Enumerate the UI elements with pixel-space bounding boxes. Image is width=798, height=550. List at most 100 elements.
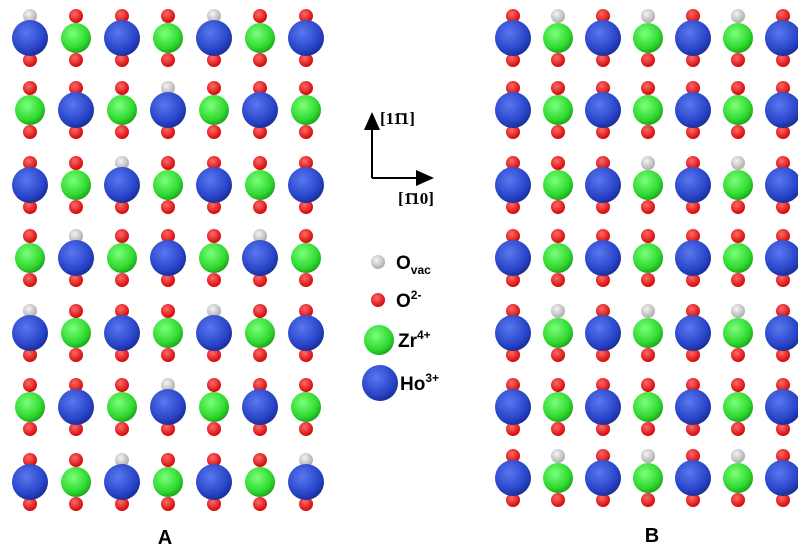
oxygen xyxy=(69,348,83,362)
oxygen xyxy=(731,125,745,139)
oxygen xyxy=(207,125,221,139)
vacancy xyxy=(551,9,565,23)
oxygen xyxy=(299,422,313,436)
oxygen xyxy=(207,229,221,243)
zr-atom xyxy=(723,463,753,493)
ho-atom xyxy=(675,20,711,56)
ho-atom xyxy=(495,389,531,425)
oxygen xyxy=(23,378,37,392)
oxygen xyxy=(207,422,221,436)
oxygen xyxy=(115,378,129,392)
oxygen xyxy=(23,229,37,243)
zr-atom xyxy=(723,23,753,53)
ho-atom xyxy=(495,167,531,203)
ho-atom xyxy=(104,464,140,500)
zr-atom xyxy=(61,467,91,497)
zr-atom xyxy=(633,392,663,422)
oxygen xyxy=(731,378,745,392)
oxygen xyxy=(161,304,175,318)
oxygen xyxy=(641,422,655,436)
zr-atom xyxy=(633,95,663,125)
oxygen xyxy=(731,493,745,507)
zr-atom xyxy=(723,392,753,422)
direction-axes: [11̄1] [1̄10] xyxy=(372,109,434,208)
zr-atom xyxy=(245,170,275,200)
zr-atom xyxy=(633,463,663,493)
ho-atom xyxy=(104,167,140,203)
ho-atom xyxy=(765,240,798,276)
oxygen xyxy=(641,81,655,95)
oxygen xyxy=(731,229,745,243)
symbol: Zr xyxy=(398,331,418,352)
legend-oxygen xyxy=(371,293,385,307)
right-direction: [1̄10] xyxy=(398,189,434,208)
oxygen xyxy=(161,497,175,511)
zr-atom xyxy=(543,95,573,125)
zr-atom xyxy=(291,392,321,422)
zr-atom xyxy=(61,318,91,348)
legend-vacancy xyxy=(371,255,385,269)
ho-atom xyxy=(12,464,48,500)
ho-atom xyxy=(242,92,278,128)
ho-atom xyxy=(196,20,232,56)
ho-atom xyxy=(765,167,798,203)
zr-atom xyxy=(633,318,663,348)
zr-atom xyxy=(723,95,753,125)
vacancy xyxy=(731,304,745,318)
oxygen xyxy=(641,53,655,67)
legend-label: Zr4+ xyxy=(398,328,431,352)
oxygen xyxy=(731,422,745,436)
ho-atom xyxy=(12,167,48,203)
figure: [11̄1] [1̄10] Ovac O2- Zr4+ Ho3+ A B xyxy=(0,0,798,550)
oxygen xyxy=(299,81,313,95)
ho-atom xyxy=(675,167,711,203)
ho-atom xyxy=(585,20,621,56)
oxygen xyxy=(23,81,37,95)
zr-atom xyxy=(543,463,573,493)
ho-atom xyxy=(58,389,94,425)
oxygen xyxy=(253,348,267,362)
zr-atom xyxy=(543,392,573,422)
panel-label: B xyxy=(645,525,659,547)
oxygen xyxy=(253,53,267,67)
ho-atom xyxy=(58,240,94,276)
oxygen xyxy=(551,200,565,214)
oxygen xyxy=(115,81,129,95)
oxygen xyxy=(207,273,221,287)
oxygen xyxy=(23,422,37,436)
oxygen xyxy=(161,156,175,170)
symbol: Ho xyxy=(400,374,425,395)
ho-atom xyxy=(585,460,621,496)
ho-atom xyxy=(765,315,798,351)
ho-atom xyxy=(150,240,186,276)
legend: Ovac O2- Zr4+ Ho3+ xyxy=(362,253,439,401)
oxygen xyxy=(115,422,129,436)
zr-atom xyxy=(15,392,45,422)
zr-atom xyxy=(107,392,137,422)
zr-atom xyxy=(107,243,137,273)
ho-atom xyxy=(495,315,531,351)
zr-atom xyxy=(107,95,137,125)
zr-atom xyxy=(723,170,753,200)
oxygen xyxy=(69,304,83,318)
oxygen xyxy=(551,53,565,67)
oxygen xyxy=(253,200,267,214)
ho-atom xyxy=(585,240,621,276)
oxygen xyxy=(551,156,565,170)
oxygen xyxy=(207,378,221,392)
oxygen xyxy=(299,125,313,139)
zr-atom xyxy=(153,23,183,53)
oxygen xyxy=(299,378,313,392)
oxygen xyxy=(115,229,129,243)
vacancy xyxy=(641,304,655,318)
ho-atom xyxy=(675,92,711,128)
ho-atom xyxy=(675,389,711,425)
oxygen xyxy=(551,378,565,392)
zr-atom xyxy=(543,170,573,200)
oxygen xyxy=(161,53,175,67)
zr-atom xyxy=(543,23,573,53)
ho-atom xyxy=(196,167,232,203)
oxygen xyxy=(551,273,565,287)
oxygen xyxy=(161,348,175,362)
oxygen xyxy=(299,229,313,243)
